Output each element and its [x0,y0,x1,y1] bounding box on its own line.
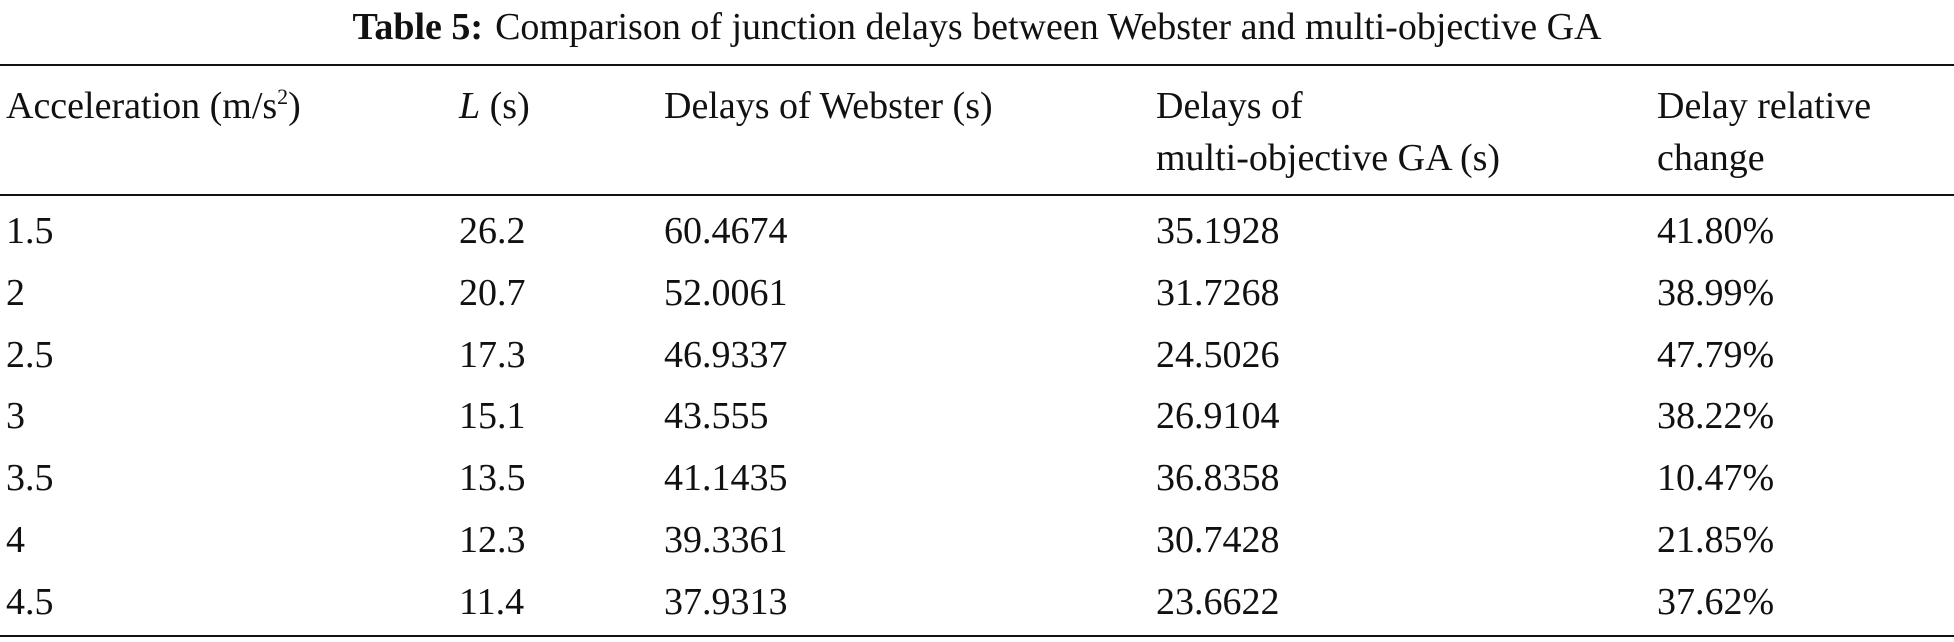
column-header: change [1657,137,1765,179]
header-superscript: 2 [277,84,289,109]
header-rule [0,194,1954,196]
table-cell: 43.555 [664,395,769,438]
top-rule [0,64,1954,66]
table-cell: 1.5 [6,210,54,252]
table-cell: 41.80% [1657,210,1775,252]
column-header: multi-objective GA (s) [1156,137,1501,179]
table-cell: 24.5026 [1156,333,1280,376]
table-cell: 60.4674 [664,210,788,252]
column-header: L (s) [459,87,530,125]
caption-title: Comparison of junction delays between We… [495,6,1602,48]
table-cell: 13.5 [459,457,526,500]
table-cell: 38.99% [1657,271,1775,314]
header-suffix: ) [288,85,301,127]
table-cell: 36.8358 [1156,457,1280,500]
table-cell: 4 [6,519,25,561]
table-cell: 46.9337 [664,333,788,376]
table-cell: 12.3 [459,519,526,561]
table-cell: 4.5 [6,580,54,623]
table-cell: 31.7268 [1156,271,1280,314]
table-cell: 3.5 [6,457,54,500]
table-cell: 15.1 [459,395,526,438]
table-caption: Table 5: Comparison of junction delays be… [0,8,1954,46]
table-cell: 3 [6,395,25,438]
table-cell: 10.47% [1657,457,1775,500]
table-cell: 11.4 [459,580,525,623]
header-symbol: L [459,85,481,127]
table-cell: 26.2 [459,210,526,252]
caption-label: Table 5: [352,6,484,48]
table-cell: 52.0061 [664,271,788,314]
table-cell: 20.7 [459,271,526,314]
table-cell: 38.22% [1657,395,1775,438]
column-header: Delays of Webster (s) [664,85,993,127]
table-cell: 47.79% [1657,333,1775,376]
table-cell: 26.9104 [1156,395,1280,438]
table-cell: 37.62% [1657,580,1775,623]
table-cell: 35.1928 [1156,210,1280,252]
bottom-rule [0,635,1954,637]
table-cell: 41.1435 [664,457,788,500]
table-cell: 17.3 [459,333,526,376]
table-cell: 23.6622 [1156,580,1280,623]
table-cell: 2.5 [6,333,54,376]
table-cell: 30.7428 [1156,519,1280,561]
table-cell: 21.85% [1657,519,1775,561]
column-header: Acceleration (m/s2) [6,84,301,127]
column-header: Delay relative [1657,85,1872,127]
column-header: Delays of [1156,85,1303,127]
table-cell: 2 [6,271,25,314]
header-unit: (s) [489,85,530,127]
table-cell: 39.3361 [664,519,788,561]
header-text: Acceleration (m/s [6,85,278,127]
table-cell: 37.9313 [664,580,788,623]
